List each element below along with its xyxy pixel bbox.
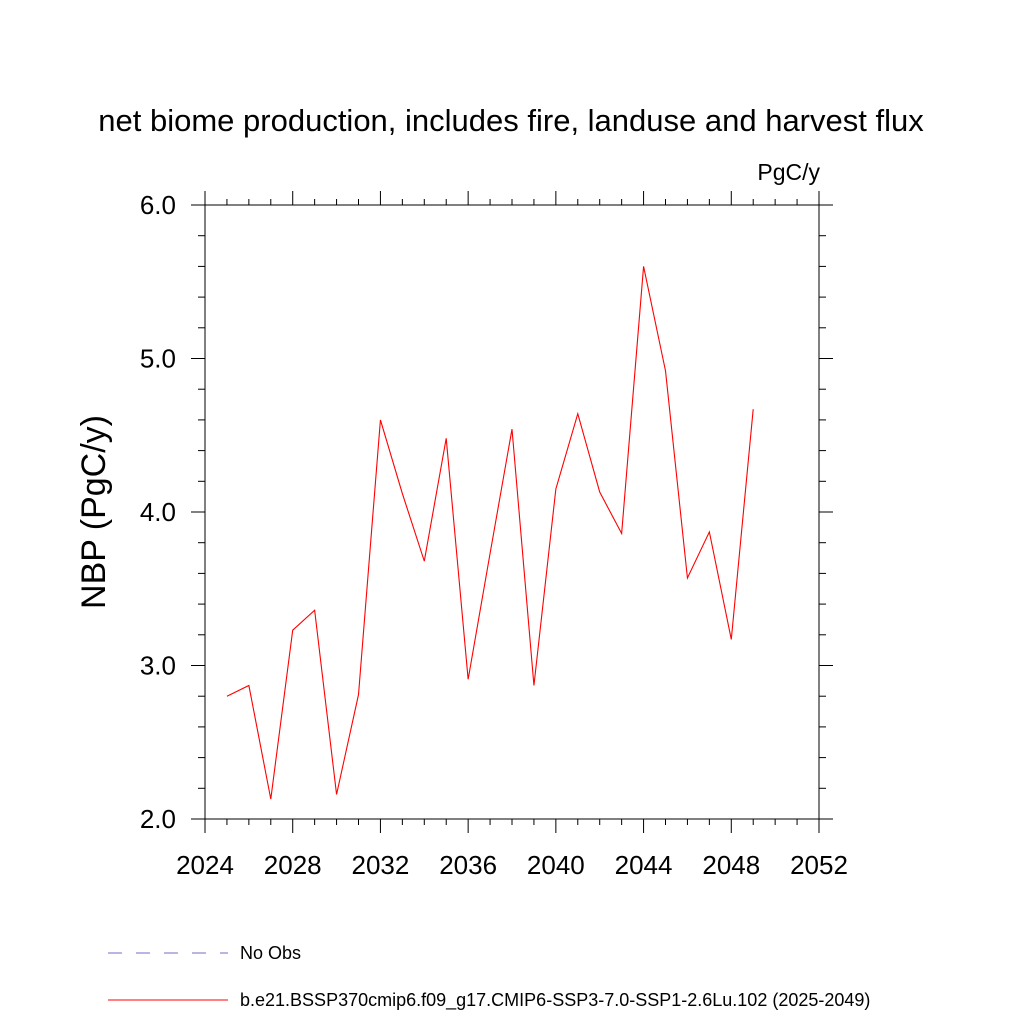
legend-label-no-obs: No Obs xyxy=(240,943,301,963)
x-tick-label: 2028 xyxy=(264,850,322,880)
y-tick-label: 5.0 xyxy=(140,344,176,374)
legend: No Obs b.e21.BSSP370cmip6.f09_g17.CMIP6-… xyxy=(108,943,870,1011)
x-tick-label: 2040 xyxy=(527,850,585,880)
series-layer xyxy=(226,266,754,800)
axis-ticks: 2024 2028 2032 2036 2040 2044 2048 2052 2.0 3.0 4.… xyxy=(140,190,848,880)
series-line xyxy=(226,266,754,800)
y-tick-label: 6.0 xyxy=(140,190,176,220)
x-tick-label: 2032 xyxy=(352,850,410,880)
x-tick-label: 2044 xyxy=(615,850,673,880)
x-tick-label: 2024 xyxy=(176,850,234,880)
y-tick-label: 4.0 xyxy=(140,497,176,527)
legend-label-model: b.e21.BSSP370cmip6.f09_g17.CMIP6-SSP3-7.… xyxy=(240,990,870,1011)
chart-title: net biome production, includes fire, lan… xyxy=(98,103,924,138)
x-tick-label: 2036 xyxy=(439,850,497,880)
y-tick-label: 2.0 xyxy=(140,804,176,834)
plot-frame xyxy=(204,204,820,820)
x-tick-label: 2052 xyxy=(790,850,848,880)
x-tick-label: 2048 xyxy=(702,850,760,880)
y-tick-label: 3.0 xyxy=(140,651,176,681)
units-label: PgC/y xyxy=(757,159,820,185)
y-axis-label: NBP (PgC/y) xyxy=(75,415,113,609)
